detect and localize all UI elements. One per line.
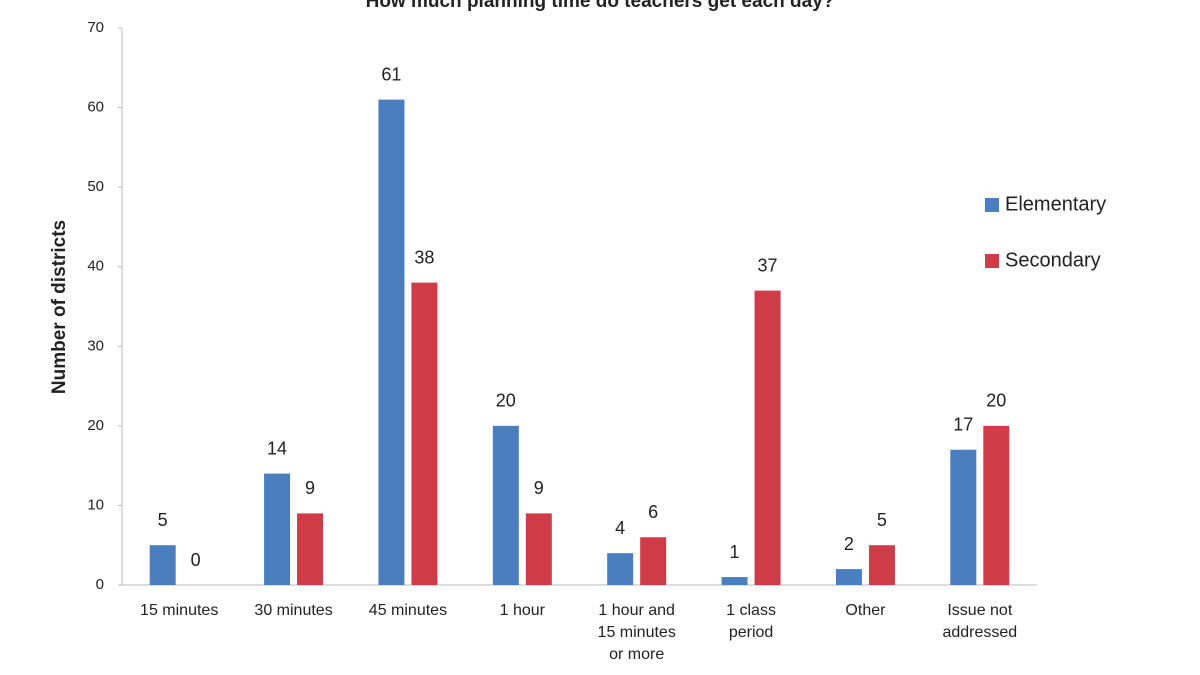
data-label: 38 [414, 247, 434, 267]
data-label: 20 [986, 391, 1006, 411]
data-label: 0 [191, 550, 201, 570]
bar [721, 577, 748, 585]
y-tick-label: 20 [87, 417, 104, 434]
data-label: 4 [615, 518, 625, 538]
bar [640, 537, 667, 585]
bar [525, 513, 552, 585]
data-label: 5 [158, 510, 168, 530]
legend-swatch [985, 254, 999, 268]
legend-label: Elementary [1005, 193, 1106, 215]
bar [754, 290, 781, 585]
x-tick-label: 15 minutes [140, 602, 219, 619]
x-tick-label: 45 minutes [368, 602, 448, 619]
y-tick-label: 60 [87, 99, 104, 116]
data-label: 6 [648, 502, 658, 522]
legend-label: Secondary [1005, 249, 1101, 271]
x-tick-label: 1 class period [726, 602, 776, 641]
bar [607, 553, 634, 585]
data-label: 14 [267, 438, 287, 458]
bar [835, 569, 862, 585]
x-tick-label: 1 hour and 15 minutes or more [597, 602, 676, 663]
data-label: 17 [953, 414, 973, 434]
y-axis-title: Number of districts [49, 220, 70, 394]
data-label: 9 [305, 478, 315, 498]
x-tick-label: 1 hour [499, 602, 545, 619]
y-tick-label: 70 [87, 19, 104, 36]
bar [411, 282, 438, 585]
bar [492, 425, 519, 585]
data-label: 2 [844, 534, 854, 554]
data-label: 5 [877, 510, 887, 530]
x-tick-label: Issue not addressed [942, 602, 1018, 641]
y-tick-label: 10 [87, 496, 104, 513]
y-tick-label: 30 [87, 337, 104, 354]
chart-title: How much planning time do teachers get e… [366, 0, 835, 12]
data-label: 61 [381, 64, 401, 84]
y-tick-label: 50 [87, 178, 104, 195]
bar [378, 99, 405, 585]
y-tick-label: 40 [87, 258, 104, 275]
data-label: 9 [534, 478, 544, 498]
bar [950, 449, 977, 585]
legend-swatch [985, 198, 999, 212]
bar [983, 425, 1010, 585]
y-tick-label: 0 [96, 576, 104, 593]
data-label: 20 [496, 391, 516, 411]
x-tick-label: Other [845, 602, 886, 619]
data-label: 37 [758, 255, 778, 275]
bar [149, 545, 176, 585]
bar [264, 473, 291, 585]
bar [868, 545, 895, 585]
x-tick-label: 30 minutes [254, 602, 333, 619]
bar [297, 513, 324, 585]
data-label: 1 [730, 542, 740, 562]
